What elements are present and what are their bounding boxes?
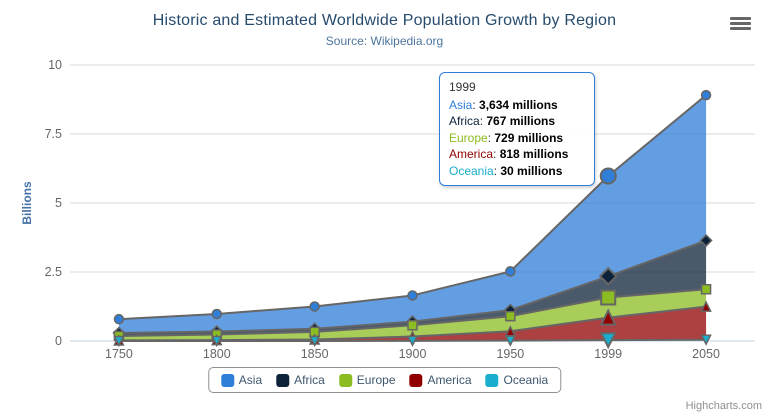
point-africa-1999[interactable] (598, 266, 618, 286)
chart-title: Historic and Estimated Worldwide Populat… (152, 12, 617, 29)
tooltip-row-oceania: Oceania: 30 millions (449, 163, 563, 178)
point-oceania-1800[interactable] (211, 335, 223, 348)
tooltip-row-america: America: 818 millions (449, 147, 569, 161)
legend-label: Asia (238, 373, 263, 387)
legend-swatch-icon (276, 373, 290, 387)
legend-item-africa[interactable]: Africa (276, 373, 325, 387)
legend-label: Africa (294, 373, 325, 387)
x-axis-label: 1999 (594, 347, 622, 361)
point-asia-1800[interactable] (211, 308, 223, 320)
tooltip-row-europe: Europe: 729 millions (449, 130, 564, 145)
legend-item-america[interactable]: America (409, 373, 472, 387)
legend-swatch-icon (338, 373, 352, 387)
point-oceania-1999[interactable] (599, 332, 617, 350)
tooltip-series-name: Africa (449, 114, 480, 128)
point-asia-1850[interactable] (309, 301, 320, 312)
point-asia-1999[interactable] (599, 167, 617, 185)
point-asia-2050[interactable] (700, 89, 712, 101)
y-axis-title: Billions (20, 181, 34, 225)
tooltip-row-asia: Asia: 3,634 millions (449, 97, 558, 112)
y-axis-label: 2.5 (45, 265, 62, 279)
point-asia-1900[interactable] (407, 290, 418, 301)
point-america-1999[interactable] (599, 308, 617, 326)
legend-item-oceania[interactable]: Oceania (485, 373, 549, 387)
x-axis-label: 1750 (105, 347, 133, 361)
x-axis-label: 1800 (203, 347, 231, 361)
tooltip-series-name: America (449, 147, 494, 161)
y-axis-label: 0 (55, 334, 62, 348)
area-series-asia[interactable] (118, 95, 707, 334)
tooltip-series-value: 30 millions (500, 163, 563, 178)
point-america-2050[interactable] (700, 300, 712, 312)
point-asia-1750[interactable] (113, 313, 125, 325)
legend-label: Oceania (503, 373, 549, 387)
hamburger-menu-icon (730, 17, 751, 20)
point-europe-1900[interactable] (407, 320, 418, 331)
y-axis-label: 7.5 (45, 127, 62, 141)
x-axis-label: 1850 (301, 347, 329, 361)
y-axis-label: 10 (48, 58, 62, 72)
point-oceania-1850[interactable] (308, 335, 321, 348)
tooltip-header: 1999 (449, 80, 476, 94)
tooltip: 1999 Asia: 3,634 millions Africa: 767 mil… (439, 72, 595, 186)
point-europe-1950[interactable] (505, 310, 516, 322)
y-axis-label: 5 (55, 196, 62, 210)
legend-item-europe[interactable]: Europe (338, 373, 396, 387)
point-europe-2050[interactable] (700, 284, 712, 295)
export-menu-button[interactable] (730, 17, 751, 30)
area-series-africa[interactable] (118, 240, 707, 336)
tooltip-series-name: Europe (449, 130, 488, 145)
legend-item-asia[interactable]: Asia (220, 373, 263, 387)
point-africa-2050[interactable] (699, 233, 713, 248)
credits-label[interactable]: Highcharts.com (685, 400, 762, 412)
tooltip-row-africa: Africa: 767 millions (449, 114, 556, 128)
legend-swatch-icon (220, 373, 234, 387)
tooltip-series-value: 3,634 millions (479, 97, 558, 112)
tooltip-series-value: 729 millions (494, 130, 564, 145)
point-oceania-2050[interactable] (700, 334, 712, 346)
legend: Asia Africa Europe America Oceania (207, 367, 562, 393)
point-asia-1950[interactable] (505, 266, 516, 277)
tooltip-series-name: Asia (449, 97, 473, 112)
legend-swatch-icon (409, 373, 423, 387)
legend-swatch-icon (485, 373, 499, 387)
x-axis-label: 1950 (496, 347, 524, 361)
chart-subtitle: Source: Wikipedia.org (325, 34, 444, 48)
tooltip-series-value: 767 millions (486, 114, 556, 128)
tooltip-series-value: 818 millions (499, 147, 569, 161)
point-europe-1999[interactable] (600, 289, 617, 306)
point-oceania-1900[interactable] (406, 335, 419, 348)
x-axis-label: 2050 (692, 347, 720, 361)
point-oceania-1950[interactable] (504, 335, 517, 347)
legend-label: America (427, 373, 472, 387)
x-axis-label: 1900 (399, 347, 427, 361)
hamburger-menu-icon (730, 27, 751, 30)
area-series-america[interactable] (118, 306, 707, 341)
hamburger-menu-icon (730, 22, 751, 25)
tooltip-series-name: Oceania (449, 163, 494, 178)
point-oceania-1750[interactable] (113, 335, 125, 348)
legend-label: Europe (356, 373, 396, 387)
